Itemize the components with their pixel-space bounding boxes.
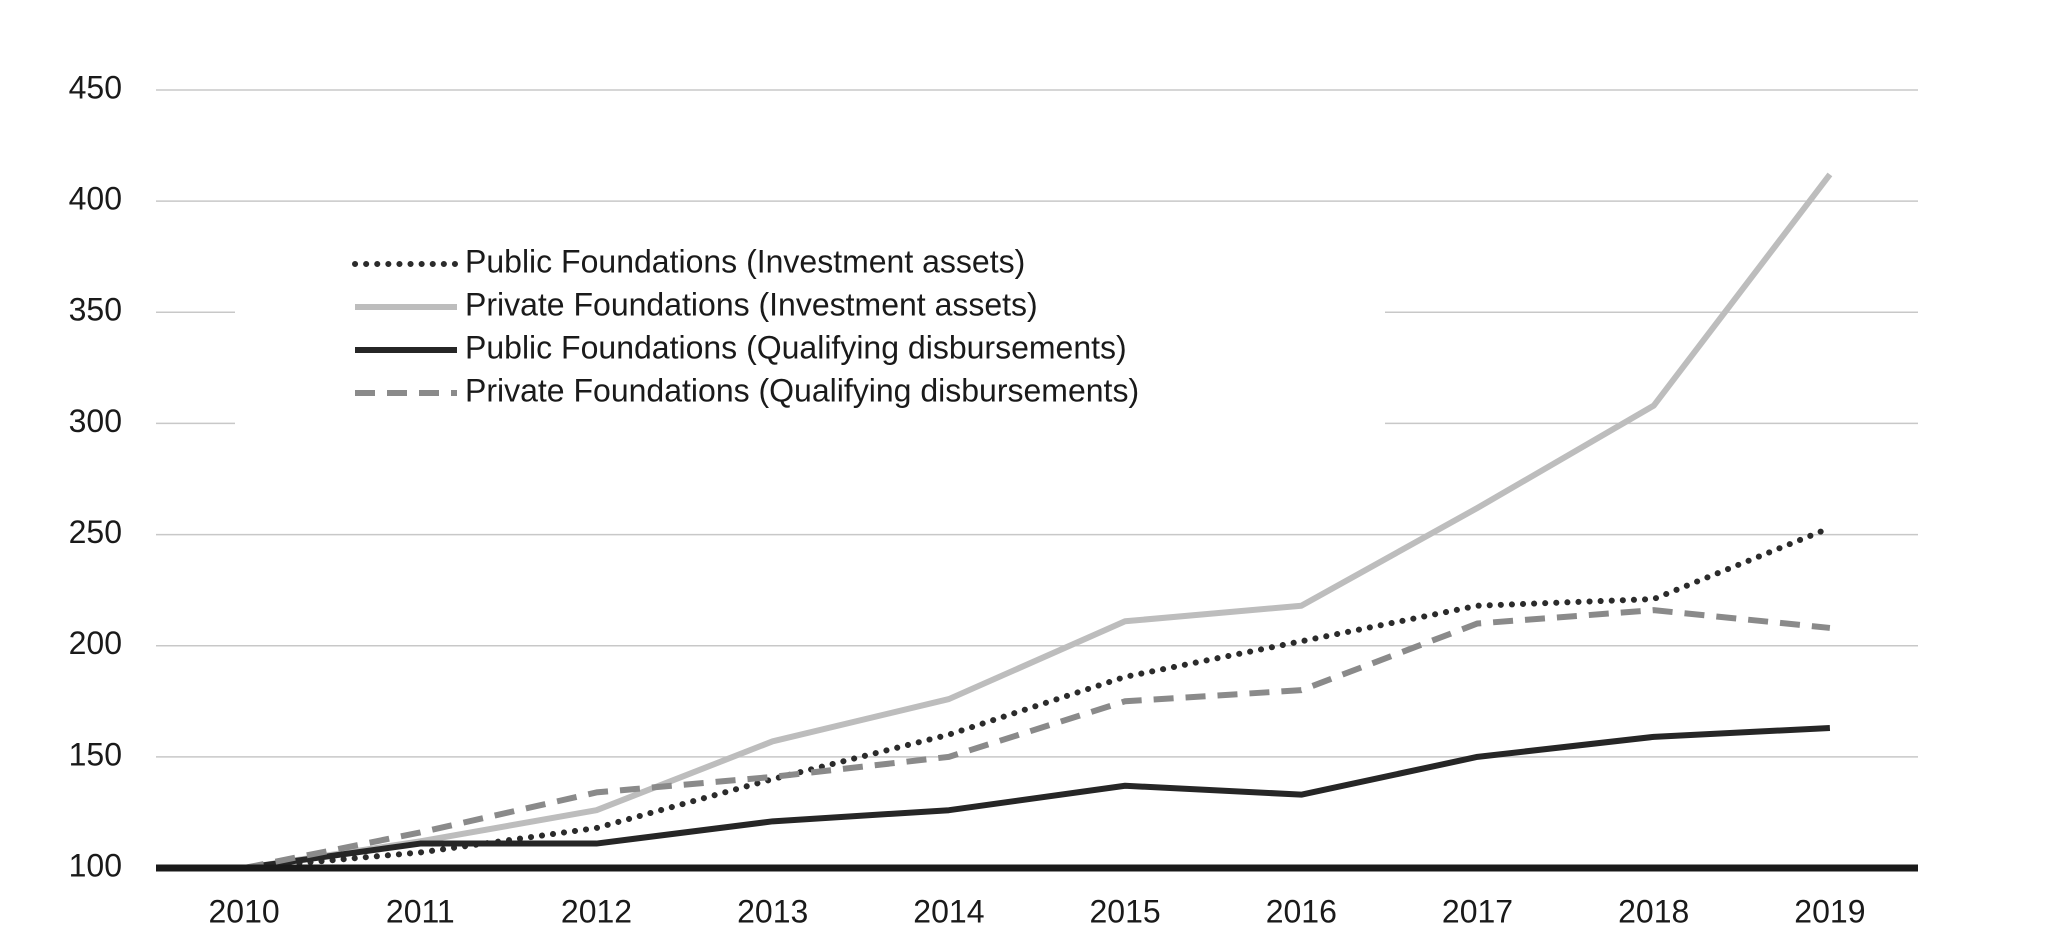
y-tick-label: 100 <box>69 847 122 883</box>
x-tick-label: 2019 <box>1794 893 1865 929</box>
y-tick-label: 400 <box>69 181 122 217</box>
y-tick-label: 150 <box>69 736 122 772</box>
x-tick-label: 2016 <box>1266 893 1337 929</box>
series-line <box>241 524 1833 871</box>
series-line <box>243 724 1831 871</box>
y-tick-label: 300 <box>69 403 122 439</box>
x-tick-label: 2017 <box>1442 893 1513 929</box>
legend-label: Private Foundations (Qualifying disburse… <box>465 372 1139 408</box>
x-tick-label: 2012 <box>561 893 632 929</box>
series-line <box>243 172 1833 871</box>
legend-label: Private Foundations (Investment assets) <box>465 286 1038 322</box>
y-tick-label: 350 <box>69 292 122 328</box>
y-tick-label: 450 <box>69 69 122 105</box>
x-tick-label: 2011 <box>386 893 455 929</box>
y-tick-label: 250 <box>69 514 122 550</box>
x-tick-label: 2013 <box>737 893 808 929</box>
x-tick-label: 2018 <box>1618 893 1689 929</box>
x-tick-label: 2014 <box>913 893 984 929</box>
x-tick-label: 2010 <box>209 893 280 929</box>
x-tick-label: 2015 <box>1090 893 1161 929</box>
y-tick-label: 200 <box>69 625 122 661</box>
legend-label: Public Foundations (Qualifying disbursem… <box>465 329 1127 365</box>
legend-label: Public Foundations (Investment assets) <box>465 243 1025 279</box>
series-line <box>243 607 1831 871</box>
